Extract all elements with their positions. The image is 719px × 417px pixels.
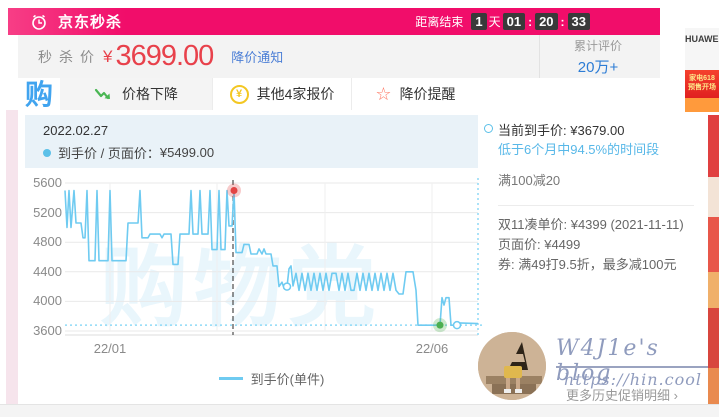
divider: [556, 366, 708, 368]
yen-circle-icon: ¥: [229, 84, 249, 104]
y-axis-label: 4000: [33, 293, 62, 309]
page-fragment: [708, 368, 719, 404]
side-product-promo-banner: 家电618 预售开场: [685, 70, 719, 98]
seckill-price-value: 3699.00: [115, 40, 214, 72]
tab-label: 降价提醒: [399, 86, 456, 102]
countdown-colon: :: [528, 14, 533, 29]
current-price-value: ¥3679.00: [570, 123, 625, 138]
price-percentile-hint: 低于6个月中94.5%的时间段: [498, 142, 660, 157]
x-axis-label: 22/01: [93, 341, 127, 356]
more-history-link[interactable]: 更多历史促销明细 ›: [566, 388, 678, 403]
series-dot-icon: [43, 148, 51, 157]
promo-text: 满100减20: [498, 173, 561, 188]
seckill-banner: 京东秒杀 距离结束 1 天 01 : 20 : 33: [8, 8, 660, 35]
min-point-halo: [433, 318, 447, 333]
seckill-title: 京东秒杀: [58, 14, 123, 31]
review-count: 20万+: [577, 58, 619, 76]
review-label: 累计评价: [573, 38, 622, 53]
page-fragment: [708, 115, 719, 177]
countdown-label: 距离结束: [415, 15, 464, 29]
page-fragment: [0, 405, 719, 417]
page-fragment: [708, 272, 719, 308]
y-axis-label: 5200: [33, 204, 62, 220]
current-price-bullet-icon: [484, 124, 493, 133]
y-axis-label: 5600: [33, 175, 62, 190]
page-fragment: [6, 110, 18, 405]
chart-legend: 到手价(单件): [65, 369, 478, 388]
side-product-card[interactable]: HUAWEI 家电618 预售开场: [685, 28, 719, 112]
min-point-marker: [436, 321, 444, 329]
gwdang-logo[interactable]: 购: [25, 79, 54, 110]
price-point-marker: [452, 320, 462, 330]
tab-label: 价格下降: [122, 86, 178, 102]
blog-name: W4J1e's blog: [556, 336, 660, 386]
current-price-line: 当前到手价: ¥3679.00: [498, 120, 624, 139]
countdown-colon: :: [560, 14, 565, 29]
countdown-seconds: 33: [567, 13, 590, 30]
tooltip-date: 2022.02.27: [43, 123, 109, 138]
avatar: [478, 332, 546, 400]
seckill-price-label: 秒杀价: [38, 48, 101, 65]
legend-label: 到手价(单件): [250, 372, 325, 387]
currency-symbol: ¥: [103, 46, 113, 66]
blog-url: https://hin.cool: [564, 370, 702, 389]
promo-line2: 预售开场: [688, 84, 716, 91]
y-axis-label: 3600: [33, 323, 62, 338]
side-product-brand: HUAWEI: [685, 34, 719, 44]
alarm-clock-icon: [30, 13, 48, 31]
page-fragment: [708, 217, 719, 272]
price-bar: 秒杀价 ¥ 3699.00 降价通知 累计评价 20万+: [18, 35, 660, 78]
star-icon: ☆: [375, 84, 392, 104]
page-fragment: [708, 177, 719, 217]
page-price-line: 页面价: ¥4499: [498, 237, 581, 252]
blog-watermark: W4J1e's blog https://hin.cool: [474, 328, 719, 404]
tooltip-separator: ：: [146, 146, 160, 161]
countdown-day-unit: 天: [488, 15, 501, 29]
y-axis-label: 4800: [33, 234, 62, 250]
tab-price-drop[interactable]: 价格下降: [60, 78, 212, 110]
countdown-timer: 距离结束 1 天 01 : 20 : 33: [415, 8, 592, 35]
countdown-days: 1: [471, 13, 487, 30]
tab-other-sellers[interactable]: ¥ 其他4家报价: [212, 78, 352, 110]
divider: [498, 205, 694, 206]
review-count-block[interactable]: 累计评价 20万+: [539, 35, 656, 78]
tooltip-series-label: 到手价 / 页面价: [58, 146, 147, 161]
y-axis-label: 4400: [33, 263, 62, 279]
legend-item[interactable]: 到手价(单件): [218, 369, 325, 388]
promo-line1: 家电618: [689, 75, 715, 82]
price-drop-notice-link[interactable]: 降价通知: [231, 50, 284, 65]
price-line: [64, 189, 479, 327]
divider: [0, 404, 719, 405]
page-fragment: [708, 308, 719, 368]
max-point-halo: [227, 183, 241, 198]
tooltip-value: ¥5499.00: [159, 145, 215, 160]
watermark-text: 购物党: [100, 238, 382, 337]
chart-tooltip: 2022.02.27 到手价 / 页面价 ： ¥5499.00: [25, 115, 478, 168]
side-product-promo-button: [685, 98, 719, 112]
current-price-label: 当前到手价:: [498, 123, 567, 138]
countdown-minutes: 20: [535, 13, 558, 30]
coupon-line: 券: 满49打9.5折，最多减100元: [498, 257, 677, 272]
tab-label: 其他4家报价: [256, 86, 335, 102]
price-point-marker: [282, 282, 292, 291]
tab-price-alert[interactable]: ☆ 降价提醒: [352, 78, 479, 110]
double11-price-line: 双11凑单价: ¥4399 (2021-11-11): [498, 217, 684, 232]
trend-down-icon: [94, 87, 114, 101]
countdown-hours: 01: [502, 13, 526, 30]
legend-line-icon: [218, 377, 243, 380]
x-axis-label: 22/06: [415, 341, 449, 356]
max-point-marker: [230, 186, 238, 194]
